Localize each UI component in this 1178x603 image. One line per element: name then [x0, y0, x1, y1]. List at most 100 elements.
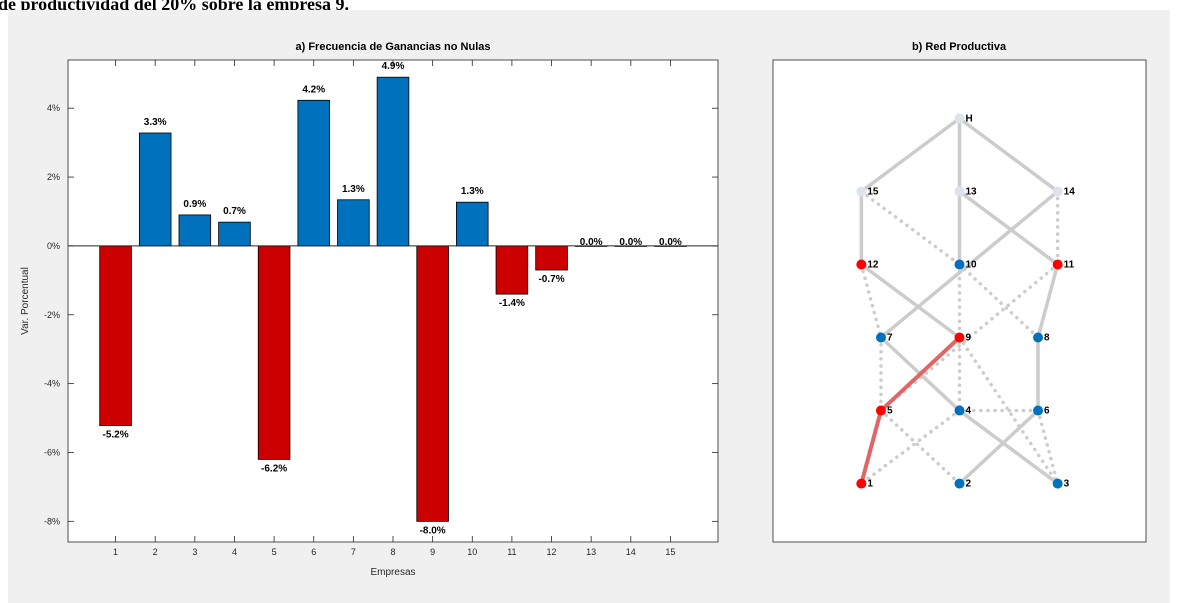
bar: [337, 199, 370, 247]
network-edge: [957, 408, 1040, 486]
bar: [376, 76, 410, 247]
x-tick-label: 3: [192, 547, 197, 557]
bar-series: [99, 76, 687, 522]
network-node-label: 8: [1044, 333, 1050, 344]
bar-data-label: -8.0%: [420, 525, 446, 536]
bar-data-label: 0.0%: [580, 237, 603, 248]
x-tick-label: 13: [586, 547, 596, 557]
network-node: [856, 259, 867, 270]
network-node-label: 4: [966, 406, 972, 417]
network-edge: [957, 189, 1060, 267]
network-edge: [1036, 262, 1060, 340]
network-edge: [879, 262, 1060, 413]
network-node-label: 3: [1064, 479, 1070, 490]
network-node-label: 6: [1044, 406, 1050, 417]
network-node: [856, 478, 867, 489]
network-edge: [859, 189, 962, 267]
bar: [297, 99, 330, 247]
network-node-label: 13: [966, 186, 978, 197]
y-tick-label: -6%: [44, 447, 60, 457]
network-chart-title: b) Red Productiva: [912, 41, 1007, 53]
x-tick-label: 11: [507, 547, 516, 557]
x-tick-label: 4: [232, 547, 237, 557]
y-tick-label: 4%: [47, 103, 60, 113]
network-edge: [879, 189, 1060, 340]
x-tick-label: 10: [467, 547, 477, 557]
figure-canvas: a) Frecuencia de Ganancias no Nulas -8%-…: [20, 41, 1147, 578]
network-edge: [1036, 408, 1060, 486]
bar-chart-title: a) Frecuencia de Ganancias no Nulas: [295, 41, 490, 53]
network-node: [875, 405, 886, 416]
network-node: [1033, 332, 1044, 343]
x-axis: 1 2 3 4 5 6 7 8 9 10 11 12 13 14 15: [113, 60, 675, 557]
x-axis-label: Empresas: [370, 567, 415, 578]
bar-data-label: 1.3%: [461, 186, 484, 197]
x-tick-label: 1: [113, 547, 118, 557]
network-node-label: 10: [966, 259, 978, 270]
data-labels: -5.2% 3.3% 0.9% 0.7% -6.2% 4.2% 1.3% 4.9% -8.0% 1…: [102, 61, 681, 536]
network-node: [1052, 186, 1063, 197]
y-tick-label: 2%: [47, 172, 60, 182]
network-node-label: 11: [1064, 259, 1075, 270]
bar-data-label: 1.3%: [342, 184, 365, 195]
network-node-label: 15: [867, 186, 879, 197]
network-edge: [859, 116, 962, 194]
bar-data-label: -6.2%: [261, 463, 287, 474]
network-node: [954, 405, 965, 416]
bar-data-label: 3.3%: [144, 117, 167, 128]
x-tick-label: 9: [430, 547, 435, 557]
x-tick-label: 14: [626, 547, 636, 557]
network-node: [954, 113, 965, 124]
x-tick-label: 2: [153, 547, 158, 557]
x-tick-label: 6: [311, 547, 316, 557]
network-edge: [859, 262, 883, 340]
y-axis-label: Var. Porcentual: [20, 267, 31, 335]
y-tick-label: -2%: [44, 310, 60, 320]
bar-data-label: 4.2%: [302, 84, 325, 95]
network-node: [1033, 405, 1044, 416]
network-edge: [957, 408, 1060, 486]
network-node: [954, 186, 965, 197]
bar: [416, 245, 449, 522]
bar-data-label: 0.9%: [183, 199, 206, 210]
network-node-label: H: [966, 113, 973, 124]
network-node: [1052, 259, 1063, 270]
network-edge: [859, 262, 962, 340]
network-edge: [859, 408, 883, 486]
network-node: [1052, 478, 1063, 489]
bar-plot-area: [67, 59, 719, 543]
network-node-label: 2: [966, 479, 972, 490]
network-node-label: 9: [966, 333, 972, 344]
network-edges: [859, 116, 1060, 486]
bar-data-label: 0.0%: [619, 237, 642, 248]
bar: [218, 221, 251, 247]
bar: [495, 245, 529, 295]
network-node: [954, 478, 965, 489]
network-node-label: 7: [887, 333, 893, 344]
network-node-label: 1: [867, 479, 873, 490]
bar-data-label: -1.4%: [499, 298, 525, 309]
network-node: [954, 259, 965, 270]
y-tick-label: -4%: [44, 379, 60, 389]
bar-data-label: 0.0%: [659, 237, 682, 248]
network-node: [954, 332, 965, 343]
bar: [257, 245, 291, 460]
bar-data-label: -0.7%: [538, 274, 564, 285]
y-axis: -8% -6% -4% -2% 0% 2% 4%: [44, 103, 718, 526]
network-node-label: 5: [887, 406, 893, 417]
x-tick-label: 7: [351, 547, 356, 557]
bar: [178, 214, 212, 247]
network-edge: [878, 335, 962, 413]
bar: [456, 201, 489, 247]
bar-data-label: -5.2%: [102, 430, 128, 441]
network-node: [875, 332, 886, 343]
y-tick-label: 0%: [47, 241, 60, 251]
network-node-label: 12: [867, 259, 879, 270]
y-tick-label: -8%: [44, 516, 60, 526]
x-tick-label: 12: [547, 547, 557, 557]
network-edge: [957, 116, 1060, 194]
x-tick-label: 15: [665, 547, 675, 557]
figure-window: a) Frecuencia de Ganancias no Nulas -8% -…: [8, 10, 1170, 603]
